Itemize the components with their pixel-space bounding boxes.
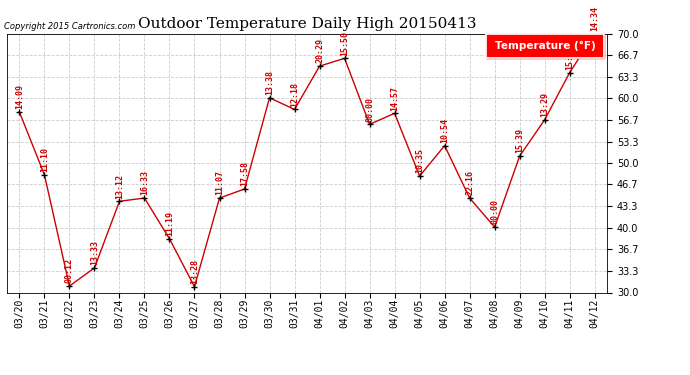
Text: 22:16: 22:16 xyxy=(465,170,474,195)
Text: 11:19: 11:19 xyxy=(165,211,174,236)
Text: 16:33: 16:33 xyxy=(140,170,149,195)
Text: Temperature (°F): Temperature (°F) xyxy=(495,41,595,51)
Text: 15:39: 15:39 xyxy=(515,128,524,153)
Text: 17:58: 17:58 xyxy=(240,161,249,186)
Title: Outdoor Temperature Daily High 20150413: Outdoor Temperature Daily High 20150413 xyxy=(138,17,476,31)
Text: 20:29: 20:29 xyxy=(315,38,324,63)
Text: 15:50: 15:50 xyxy=(340,30,349,56)
Text: 13:29: 13:29 xyxy=(540,92,549,117)
Text: 13:12: 13:12 xyxy=(115,174,124,198)
Text: 00:00: 00:00 xyxy=(490,200,499,224)
Text: 13:38: 13:38 xyxy=(265,70,274,95)
Text: Copyright 2015 Cartronics.com: Copyright 2015 Cartronics.com xyxy=(4,22,135,31)
Text: 00:00: 00:00 xyxy=(365,96,374,122)
Text: 11:10: 11:10 xyxy=(40,147,49,172)
Text: 12:18: 12:18 xyxy=(290,82,299,106)
Text: 15:53: 15:53 xyxy=(565,45,574,70)
Text: 14:57: 14:57 xyxy=(390,86,399,111)
Text: 13:33: 13:33 xyxy=(90,240,99,265)
Text: 13:28: 13:28 xyxy=(190,259,199,284)
Text: 14:09: 14:09 xyxy=(15,84,24,109)
Text: 10:54: 10:54 xyxy=(440,118,449,143)
Text: 00:12: 00:12 xyxy=(65,258,74,283)
Text: 10:35: 10:35 xyxy=(415,148,424,173)
Text: 11:07: 11:07 xyxy=(215,170,224,195)
Text: 14:34: 14:34 xyxy=(590,6,599,31)
